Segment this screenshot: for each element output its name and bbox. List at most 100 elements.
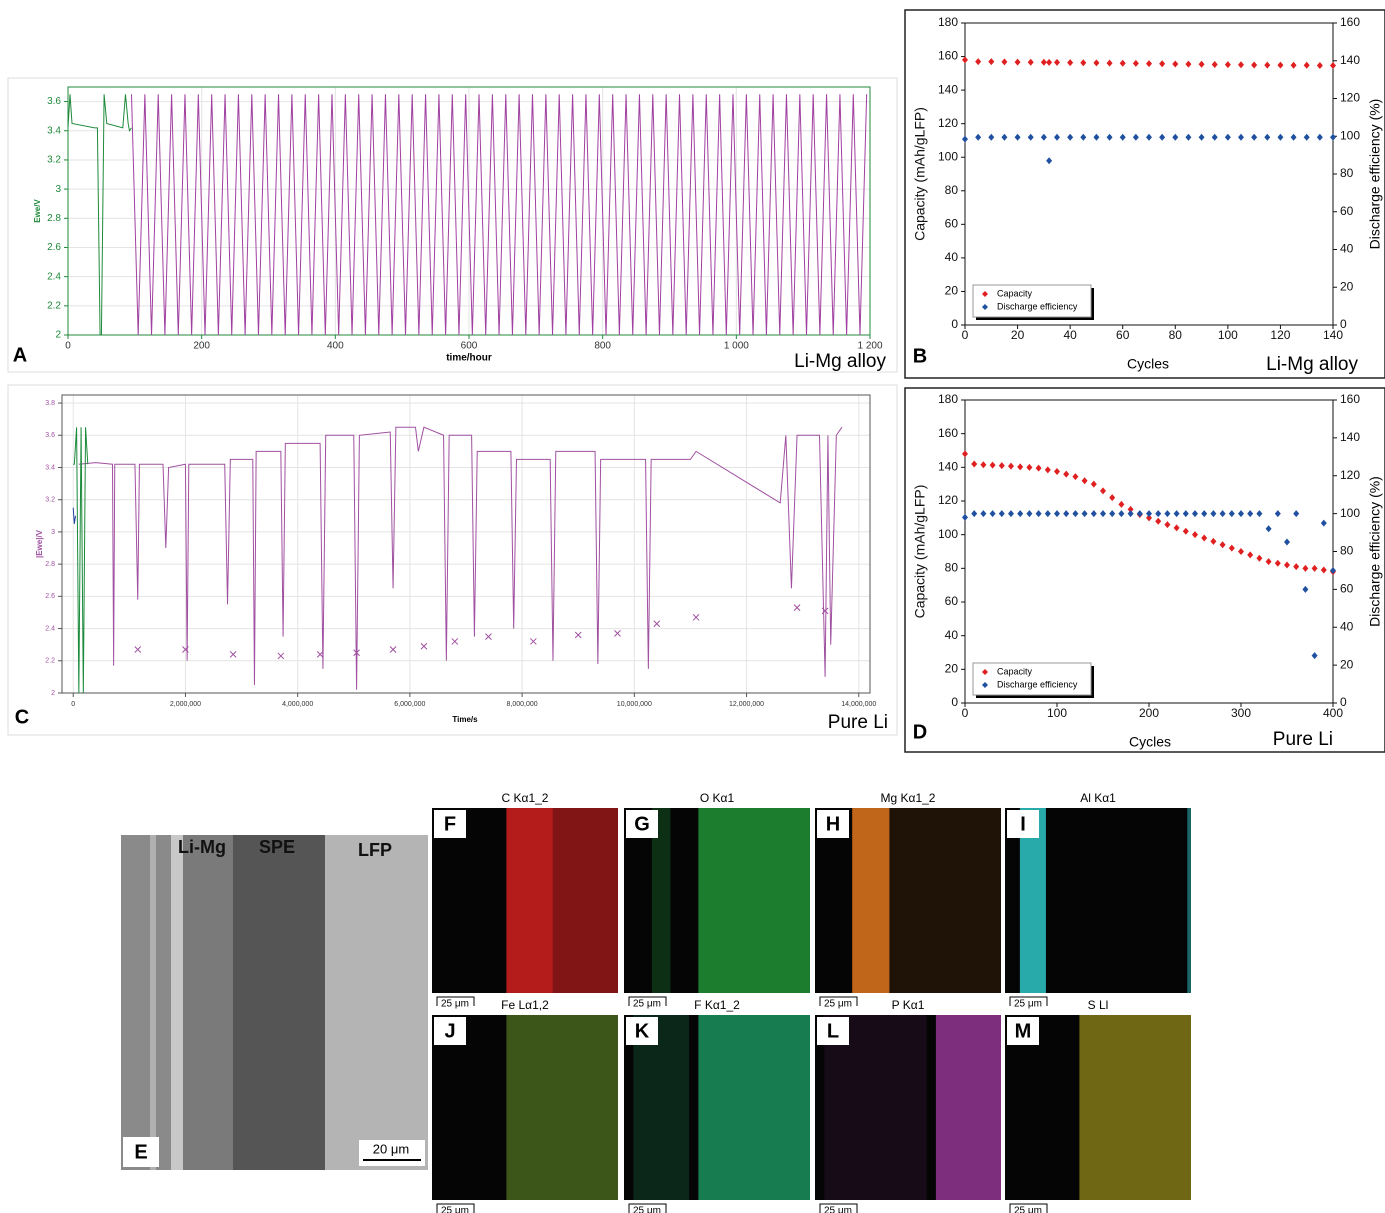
data-point <box>1159 60 1166 68</box>
map-title: C Kα1_2 <box>502 791 549 805</box>
scale-bar-label: 25 μm <box>633 999 661 1010</box>
map-title: O Kα1 <box>700 791 735 805</box>
data-point <box>1303 61 1310 69</box>
y-tick-label: 60 <box>945 217 959 231</box>
data-point <box>1118 500 1125 508</box>
legend-box <box>972 284 1092 318</box>
data-marker <box>451 638 459 645</box>
panel-annotation: Pure Li <box>828 712 888 733</box>
x-tick-label: 600 <box>461 341 478 352</box>
y2-tick-label: 160 <box>1340 392 1360 406</box>
panel-letter: L <box>827 1020 839 1042</box>
chart: 0 2,000,000 4,000,000 6,000,000 8,000,000 10,… <box>7 384 898 736</box>
map-signal <box>1019 808 1046 993</box>
data-point <box>1182 527 1189 535</box>
data-point <box>1118 510 1125 518</box>
data-point <box>1017 463 1024 471</box>
map-title: S Ll <box>1088 998 1109 1012</box>
scale-bar <box>819 1203 858 1213</box>
y-tick-label: 3 <box>51 529 55 536</box>
scale-bar-label: 25 μm <box>824 1206 852 1213</box>
y-tick-label: 0 <box>951 695 958 709</box>
y-axis-label: |Ewe|/V <box>35 529 44 558</box>
scale-bar-label: 25 μm <box>441 999 469 1010</box>
panel-letter: D <box>913 721 927 743</box>
legend-label: Capacity <box>997 288 1033 298</box>
data-line <box>73 427 89 694</box>
y-tick-label: 2 <box>51 690 55 697</box>
data-point <box>1293 563 1300 571</box>
data-point <box>1072 510 1079 518</box>
x-axis-label: time/hour <box>446 353 492 364</box>
data-point <box>1330 133 1336 141</box>
y-tick-label: 2.4 <box>47 271 61 282</box>
legend-marker <box>982 291 988 297</box>
y2-axis-label: Discharge efficiency (%) <box>1367 476 1383 627</box>
data-point <box>1008 462 1014 470</box>
data-point <box>1211 133 1218 141</box>
data-point <box>1026 510 1033 518</box>
scale-bar <box>628 1203 667 1213</box>
data-point <box>1063 510 1070 518</box>
data-point <box>1100 487 1106 495</box>
y-axis-label: Capacity (mAh/gLFP) <box>912 107 928 241</box>
map-signal <box>698 808 810 993</box>
plot-frame <box>61 394 871 694</box>
data-point <box>1054 133 1060 141</box>
data-marker <box>529 638 537 645</box>
data-point <box>1256 510 1263 518</box>
data-point <box>1274 559 1281 567</box>
map-signal <box>698 1015 810 1200</box>
y-tick-label: 80 <box>945 183 959 197</box>
data-point <box>1185 133 1192 141</box>
data-point <box>1040 58 1047 66</box>
data-point <box>1067 59 1074 67</box>
data-point <box>1164 510 1171 518</box>
legend-label: Discharge efficiency <box>997 301 1078 311</box>
data-point <box>1330 566 1336 574</box>
data-point <box>975 58 982 66</box>
data-point <box>1080 59 1087 67</box>
data-point <box>1256 554 1263 562</box>
eds-map: Fe Lα1,2 J 25 μm <box>432 998 618 1213</box>
data-point <box>1192 531 1198 539</box>
data-point <box>1146 60 1152 68</box>
x-tick-label: 60 <box>1116 328 1130 342</box>
micrograph-e: Li-Mg SPE LFP 20 μm E <box>121 835 428 1170</box>
plot-frame <box>67 86 871 336</box>
x-axis-label: Cycles <box>1129 734 1171 750</box>
data-point <box>1090 480 1097 488</box>
x-tick-label: 12,000,000 <box>729 701 764 708</box>
map-title: Fe Lα1,2 <box>501 998 549 1012</box>
y-tick-label: 2.2 <box>47 300 61 311</box>
data-point <box>1044 510 1051 518</box>
data-point <box>1014 133 1021 141</box>
data-point <box>1265 525 1272 533</box>
scale-bar <box>819 996 858 1006</box>
panel-letter-box <box>1007 1017 1039 1045</box>
y-tick-label: 3.4 <box>47 125 61 136</box>
data-point <box>1182 510 1189 518</box>
y2-tick-label: 140 <box>1340 430 1360 444</box>
data-point <box>971 510 978 518</box>
panel-letter: A <box>13 344 27 366</box>
data-point <box>1238 510 1244 518</box>
data-point <box>1080 133 1087 141</box>
x-tick-label: 0 <box>65 341 71 352</box>
data-point <box>1311 564 1318 572</box>
data-point <box>1106 59 1113 67</box>
data-point <box>1081 510 1088 518</box>
data-point <box>1172 133 1179 141</box>
y2-tick-label: 60 <box>1340 204 1354 218</box>
data-point <box>1219 541 1226 549</box>
map-signal <box>633 1015 690 1200</box>
x-tick-label: 8,000,000 <box>507 701 538 708</box>
x-tick-label: 0 <box>962 328 969 342</box>
map-title: F Kα1_2 <box>694 998 740 1012</box>
data-point <box>1164 521 1171 529</box>
chart: 0 20 40 60 80 100 120 1400204060801001201401601… <box>904 9 1385 379</box>
data-point <box>1067 133 1074 141</box>
data-line <box>72 507 76 524</box>
sem-streak <box>150 835 156 1170</box>
data-marker <box>574 631 582 639</box>
